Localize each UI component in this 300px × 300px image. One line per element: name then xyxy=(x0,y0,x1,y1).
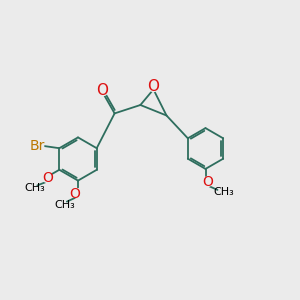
Text: Br: Br xyxy=(29,139,45,153)
Text: O: O xyxy=(42,171,53,184)
Text: O: O xyxy=(148,79,160,94)
Circle shape xyxy=(43,173,52,182)
Text: CH₃: CH₃ xyxy=(24,183,45,193)
Circle shape xyxy=(202,177,212,187)
Circle shape xyxy=(98,85,108,96)
Text: CH₃: CH₃ xyxy=(54,200,75,210)
Text: O: O xyxy=(202,175,213,189)
Text: CH₃: CH₃ xyxy=(213,187,234,197)
Text: O: O xyxy=(97,83,109,98)
Circle shape xyxy=(148,81,159,92)
Circle shape xyxy=(73,189,83,198)
Text: O: O xyxy=(70,187,80,200)
Circle shape xyxy=(31,139,44,152)
